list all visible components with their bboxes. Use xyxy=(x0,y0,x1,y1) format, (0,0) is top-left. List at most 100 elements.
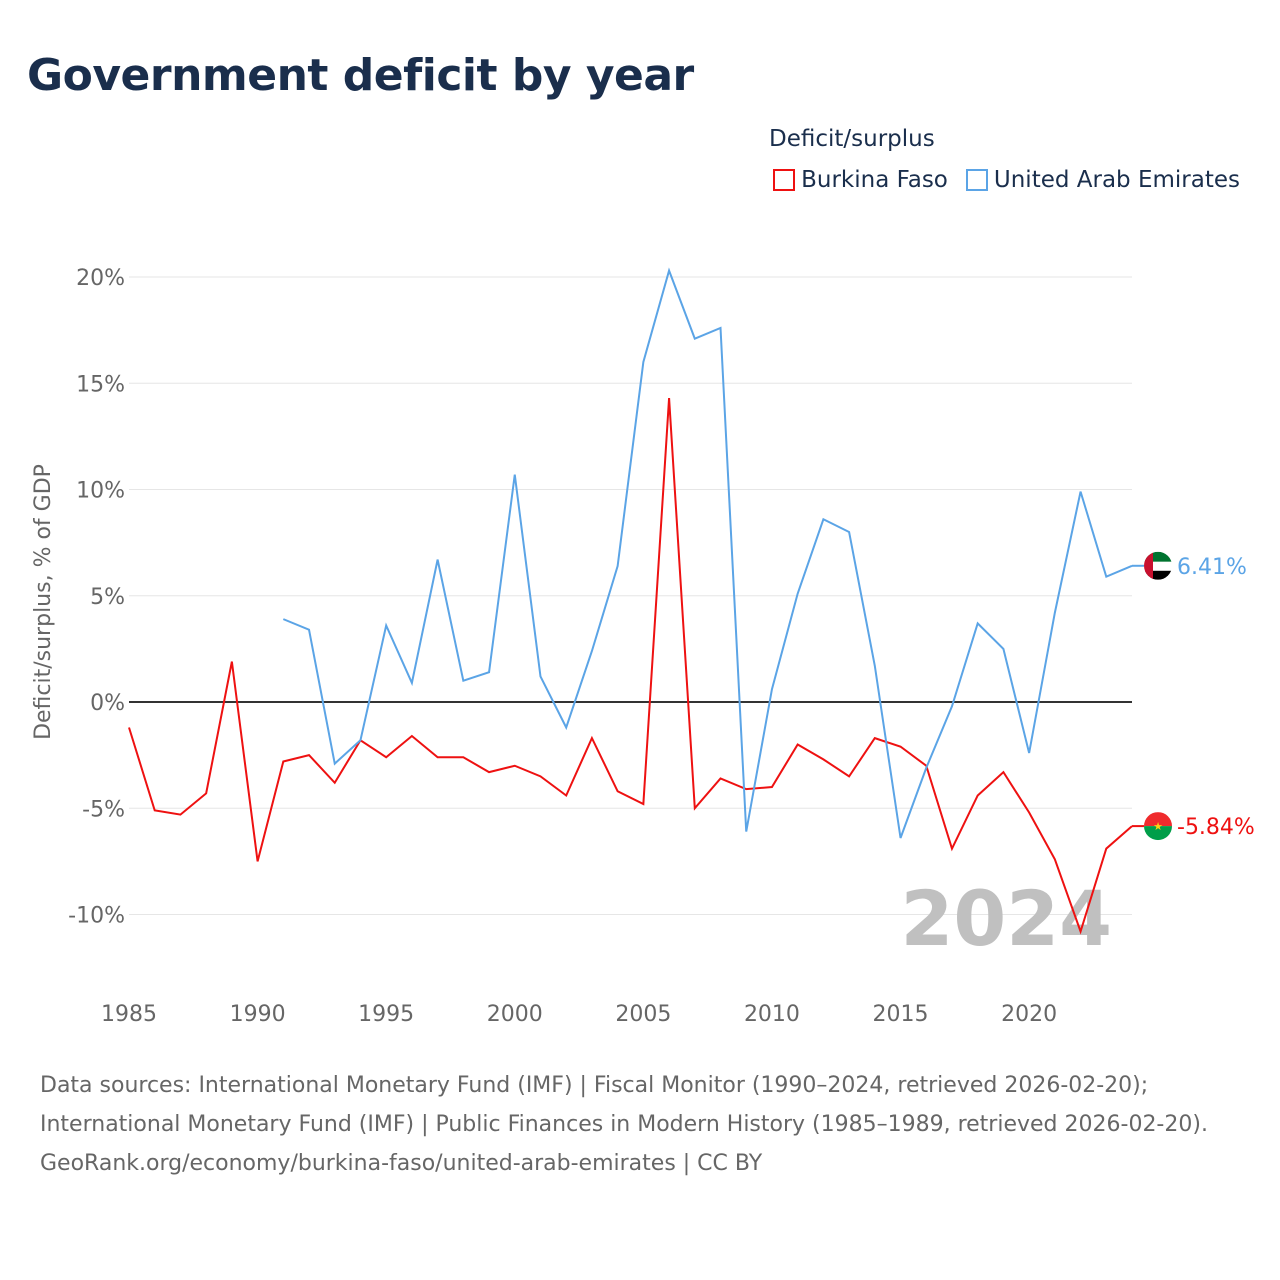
data-point xyxy=(949,703,955,709)
data-point xyxy=(589,735,595,741)
data-point xyxy=(846,529,852,535)
data-point xyxy=(1052,856,1058,862)
data-point xyxy=(872,663,878,669)
y-tick-label: 0% xyxy=(90,691,125,716)
series-line-uae xyxy=(282,267,1133,839)
data-point xyxy=(718,325,724,331)
uae-flag-icon xyxy=(1144,551,1172,580)
data-point xyxy=(949,846,955,852)
data-point xyxy=(460,678,466,684)
x-tick-label: 2015 xyxy=(873,1002,929,1027)
data-point xyxy=(640,801,646,807)
data-point xyxy=(923,765,929,771)
legend: Burkina Faso United Arab Emirates xyxy=(773,167,1240,193)
data-point xyxy=(177,812,183,818)
data-point xyxy=(486,769,492,775)
legend-item-uae[interactable]: United Arab Emirates xyxy=(965,167,1240,193)
x-tick-label: 1990 xyxy=(230,1002,286,1027)
data-point xyxy=(1103,574,1109,580)
data-point xyxy=(1000,646,1006,652)
data-point xyxy=(537,674,543,680)
data-point xyxy=(615,788,621,794)
y-axis-label: Deficit/surplus, % of GDP xyxy=(31,464,56,740)
data-point xyxy=(280,616,286,622)
data-point xyxy=(152,807,158,813)
data-point xyxy=(975,620,981,626)
data-point xyxy=(820,756,826,762)
data-point xyxy=(1026,810,1032,816)
data-point xyxy=(460,754,466,760)
chart-title: Government deficit by year xyxy=(27,50,694,101)
data-point xyxy=(435,557,441,563)
end-value-label: 6.41% xyxy=(1177,555,1247,580)
y-tick-label: -10% xyxy=(68,904,125,929)
data-point xyxy=(692,336,698,342)
data-point xyxy=(1078,489,1084,495)
data-point xyxy=(203,790,209,796)
legend-item-burkina-faso[interactable]: Burkina Faso xyxy=(773,167,948,193)
data-point xyxy=(1052,610,1058,616)
y-tick-label: 10% xyxy=(76,479,125,504)
y-tick-label: 5% xyxy=(90,585,125,610)
data-point xyxy=(640,359,646,365)
data-point xyxy=(795,591,801,597)
data-point xyxy=(666,268,672,274)
x-tick-label: 1995 xyxy=(358,1002,414,1027)
data-point xyxy=(718,776,724,782)
x-tick-label: 2000 xyxy=(487,1002,543,1027)
legend-label: United Arab Emirates xyxy=(993,167,1240,193)
data-point xyxy=(383,754,389,760)
data-point xyxy=(975,793,981,799)
y-tick-label: -5% xyxy=(82,797,125,822)
data-point xyxy=(435,754,441,760)
data-sources: Data sources: International Monetary Fun… xyxy=(40,1073,1208,1137)
data-point xyxy=(383,623,389,629)
data-point xyxy=(563,793,569,799)
data-point xyxy=(255,858,261,864)
data-point xyxy=(769,784,775,790)
data-point xyxy=(1026,750,1032,756)
legend-swatch xyxy=(965,169,988,191)
line-chart: 20% 15% 10% 5% 0% -5% -10% 1985 1990 1995 2000 2005… xyxy=(31,266,1255,1027)
data-point xyxy=(1078,929,1084,935)
data-point xyxy=(332,780,338,786)
data-point xyxy=(563,725,569,731)
data-point xyxy=(769,686,775,692)
data-point xyxy=(846,773,852,779)
data-point xyxy=(743,829,749,835)
data-point xyxy=(486,669,492,675)
data-point xyxy=(409,680,415,686)
data-point xyxy=(795,742,801,748)
data-point xyxy=(126,725,132,731)
data-point xyxy=(537,773,543,779)
data-point xyxy=(280,759,286,765)
data-point xyxy=(615,563,621,569)
legend-swatch xyxy=(773,169,796,191)
end-value-label: -5.84% xyxy=(1177,815,1255,840)
legend-title: Deficit/surplus xyxy=(769,126,935,152)
data-point xyxy=(872,735,878,741)
data-point xyxy=(357,737,363,743)
data-point xyxy=(409,733,415,739)
data-point xyxy=(666,395,672,401)
credit-link[interactable]: GeoRank.org/economy/burkina-faso/united-… xyxy=(40,1151,763,1176)
legend-label: Burkina Faso xyxy=(801,167,948,193)
data-point xyxy=(1103,846,1109,852)
data-point xyxy=(1000,769,1006,775)
x-tick-label: 2010 xyxy=(744,1002,800,1027)
series-line-burkina-faso xyxy=(128,398,1133,935)
data-point xyxy=(512,472,518,478)
data-point xyxy=(332,761,338,767)
year-overlay: 2024 xyxy=(900,874,1112,963)
svg-text:★: ★ xyxy=(1153,820,1163,833)
footer: Data sources: International Monetary Fun… xyxy=(40,1066,1240,1183)
data-point xyxy=(692,805,698,811)
data-point xyxy=(229,659,235,665)
data-point xyxy=(898,835,904,841)
data-point xyxy=(306,752,312,758)
y-tick-label: 15% xyxy=(76,372,125,397)
data-point xyxy=(512,763,518,769)
x-tick-label: 2020 xyxy=(1001,1002,1057,1027)
x-tick-label: 1985 xyxy=(101,1002,157,1027)
data-point xyxy=(898,744,904,750)
